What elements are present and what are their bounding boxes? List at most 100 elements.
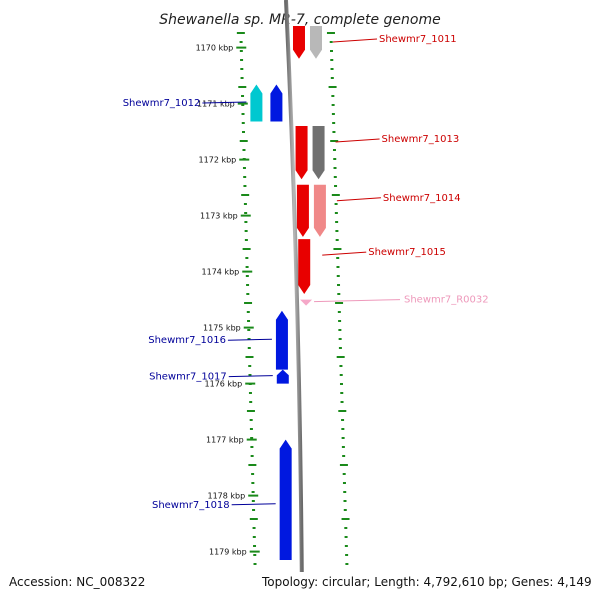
ruler-dot-left	[240, 77, 244, 79]
ruler-dot-left	[241, 104, 245, 106]
ruler-dot-right	[331, 113, 335, 115]
ruler-dot-right	[329, 41, 333, 43]
ruler-dot-right	[328, 86, 337, 88]
gene-arrow[interactable]	[276, 369, 289, 384]
feature-label[interactable]: Shewmr7_1017	[149, 372, 227, 383]
ruler-dot-left	[239, 41, 243, 43]
feature-shewmr7_1016[interactable]: Shewmr7_1016	[148, 310, 288, 370]
kbp-tick-mark	[240, 214, 251, 217]
gene-arrow[interactable]	[275, 310, 288, 370]
feature-label[interactable]: Shewmr7_1015	[368, 247, 446, 258]
ruler-dot-left	[248, 464, 257, 466]
ruler-dot-left	[252, 536, 256, 538]
feature-shewmr7_1018[interactable]: Shewmr7_1018	[152, 439, 292, 560]
ruler-dot-left	[236, 32, 245, 34]
ruler-dot-right	[333, 248, 342, 250]
label-leader	[314, 299, 401, 303]
ruler-dot-left	[249, 518, 258, 520]
ruler-dot-right	[330, 140, 339, 142]
label-leader	[228, 375, 273, 378]
ruler-dot-left	[240, 59, 244, 61]
ruler-dot-left	[245, 257, 249, 259]
ruler-dot-left	[251, 473, 255, 475]
kbp-tick-label: 1172 kbp	[199, 156, 237, 165]
ruler-dot-right	[345, 554, 349, 556]
gene-arrow[interactable]	[295, 126, 308, 180]
feature-shewmr7_r0032[interactable]: Shewmr7_R0032	[300, 295, 489, 306]
ruler-dot-left	[244, 239, 248, 241]
ruler-dot-right	[337, 293, 341, 295]
feature-label[interactable]: Shewmr7_1013	[382, 134, 460, 145]
ruler-dot-left	[247, 320, 251, 322]
ruler-dot-right	[341, 437, 345, 439]
kbp-tick-label: 1173 kbp	[200, 212, 238, 221]
kbp-tick-mark	[248, 494, 259, 497]
kbp-tick-label: 1170 kbp	[196, 44, 234, 53]
ruler-dot-left	[241, 113, 245, 115]
ruler-dot-left	[242, 149, 246, 151]
ruler-dot-right	[330, 50, 333, 52]
cds-arrow[interactable]	[309, 26, 322, 59]
gene-arrow[interactable]	[279, 439, 292, 560]
genome-title: Shewanella sp. MR-7, complete genome	[159, 12, 440, 28]
feature-label[interactable]: Shewmr7_R0032	[404, 295, 489, 306]
ruler-dot-left	[246, 410, 255, 412]
ruler-dot-left	[248, 374, 252, 376]
kbp-tick-mark	[242, 270, 253, 273]
genome-summary-text: Topology: circular; Length: 4,792,610 bp…	[261, 575, 592, 589]
ruler-dot-left	[242, 167, 246, 169]
ruler-dot-left	[239, 140, 248, 142]
cds-arrow[interactable]	[312, 126, 325, 180]
ruler-dot-left	[249, 401, 253, 403]
label-leader	[322, 251, 367, 256]
gene-features[interactable]: Shewmr7_1011 Shewmr7_1012 Shewmr7_1013 Shew…	[123, 26, 489, 560]
kbp-tick-label: 1174 kbp	[202, 268, 240, 277]
ruler-dot-right	[341, 446, 345, 448]
ruler-dot-right	[338, 329, 342, 331]
ruler-dot-right	[335, 302, 344, 304]
ruler-dot-right	[334, 212, 338, 214]
feature-shewmr7_1017[interactable]: Shewmr7_1017	[149, 369, 289, 384]
gene-arrow[interactable]	[292, 26, 305, 59]
ruler-dot-right	[333, 176, 337, 178]
ruler-dot-left	[243, 176, 247, 178]
kbp-tick-mark	[236, 46, 247, 49]
ruler-dot-left	[244, 230, 248, 232]
feature-shewmr7_1012[interactable]: Shewmr7_1012	[123, 84, 283, 122]
feature-label[interactable]: Shewmr7_1018	[152, 500, 230, 511]
ruler-dot-left	[238, 86, 247, 88]
ruler-dot-right	[340, 401, 344, 403]
kbp-tick-label: 1171 kbp	[197, 100, 235, 109]
feature-shewmr7_1014[interactable]: Shewmr7_1014	[296, 184, 461, 237]
ruler-dot-right	[343, 509, 347, 511]
gene-arrow[interactable]	[296, 184, 309, 237]
label-leader	[227, 338, 272, 341]
feature-label[interactable]: Shewmr7_1012	[123, 98, 201, 109]
ruler-dot-left	[250, 437, 254, 439]
ruler-dot-left	[244, 212, 248, 214]
ruler-dot-right	[339, 383, 343, 385]
ruler-dot-right	[338, 347, 342, 349]
ruler-dot-right	[337, 311, 341, 313]
cds-arrow[interactable]	[250, 84, 263, 122]
ruler-dot-right	[335, 230, 339, 232]
ruler-dot-right	[336, 356, 345, 358]
feature-label[interactable]: Shewmr7_1016	[148, 335, 226, 346]
ruler-dot-left	[246, 293, 250, 295]
ruler-dot-right	[338, 320, 342, 322]
cds-arrow[interactable]	[313, 184, 326, 237]
kbp-tick-mark	[245, 382, 256, 385]
ruler-dot-right	[341, 419, 345, 421]
gene-arrow[interactable]	[270, 84, 283, 122]
feature-shewmr7_1011[interactable]: Shewmr7_1011	[292, 26, 457, 59]
gene-arrow[interactable]	[298, 239, 311, 294]
ruler-dot-left	[252, 509, 256, 511]
ruler-dot-right	[344, 545, 348, 547]
feature-label[interactable]: Shewmr7_1014	[383, 193, 461, 204]
ruler-dot-left	[253, 563, 257, 565]
feature-shewmr7_1013[interactable]: Shewmr7_1013	[295, 126, 460, 180]
ruler-dot-right	[336, 257, 340, 259]
rna-arrow[interactable]	[300, 299, 313, 306]
feature-shewmr7_1015[interactable]: Shewmr7_1015	[298, 239, 446, 294]
feature-label[interactable]: Shewmr7_1011	[379, 34, 457, 45]
